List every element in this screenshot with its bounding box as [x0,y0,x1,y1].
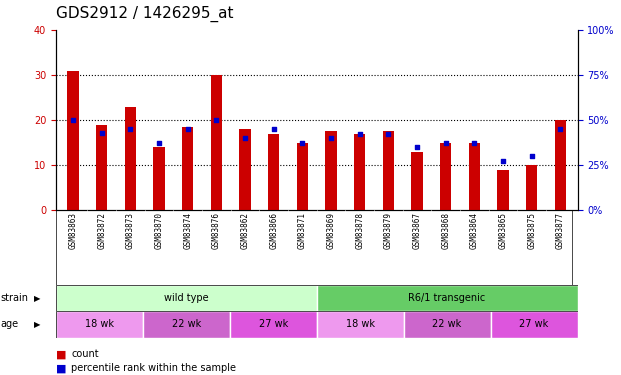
Point [97,130,107,136]
Point [412,144,422,150]
Bar [440,142,451,210]
Text: ▶: ▶ [34,294,40,303]
Point [154,140,164,146]
Bar [404,311,491,338]
Point [297,140,307,146]
Text: 22 wk: 22 wk [432,320,462,329]
Point [240,135,250,141]
Bar [211,75,222,210]
Text: ■: ■ [56,363,66,373]
Bar [469,142,480,210]
Text: count: count [71,350,99,359]
Point [555,126,565,132]
Text: GSM83870: GSM83870 [155,212,163,249]
Bar [297,142,308,210]
Text: percentile rank within the sample: percentile rank within the sample [71,363,237,373]
Text: GSM83868: GSM83868 [441,212,450,249]
Text: GSM83875: GSM83875 [527,212,536,249]
Text: 22 wk: 22 wk [171,320,201,329]
Text: GSM83867: GSM83867 [412,212,422,249]
Bar [491,311,578,338]
Text: 27 wk: 27 wk [519,320,549,329]
Text: GSM83874: GSM83874 [183,212,193,249]
Bar [411,152,423,210]
Point [355,131,365,137]
Bar [497,170,509,210]
Text: GSM83873: GSM83873 [126,212,135,249]
Text: R6/1 transgenic: R6/1 transgenic [409,293,486,303]
Point [68,117,78,123]
Point [383,131,393,137]
Bar [317,285,578,311]
Bar [67,70,79,210]
Point [326,135,336,141]
Bar [182,127,194,210]
Bar [526,165,537,210]
Point [441,140,451,146]
Text: GSM83865: GSM83865 [499,212,507,249]
Point [211,117,221,123]
Text: GSM83869: GSM83869 [327,212,335,249]
Point [527,153,537,159]
Point [183,126,193,132]
Text: GSM83872: GSM83872 [97,212,106,249]
Text: GSM83862: GSM83862 [240,212,250,249]
Point [269,126,279,132]
Bar [317,311,404,338]
Text: age: age [1,320,19,329]
Text: GDS2912 / 1426295_at: GDS2912 / 1426295_at [56,6,233,22]
Bar [56,285,317,311]
Bar [153,147,165,210]
Bar [354,134,365,210]
Bar [555,120,566,210]
Bar [143,311,230,338]
Text: 18 wk: 18 wk [85,320,114,329]
Text: ▶: ▶ [34,320,40,329]
Text: GSM83876: GSM83876 [212,212,221,249]
Bar [239,129,251,210]
Bar [125,106,136,210]
Text: GSM83864: GSM83864 [470,212,479,249]
Text: GSM83866: GSM83866 [270,212,278,249]
Text: strain: strain [1,293,29,303]
Bar [56,311,143,338]
Text: GSM83877: GSM83877 [556,212,565,249]
Bar [383,131,394,210]
Bar [325,131,337,210]
Text: 18 wk: 18 wk [346,320,374,329]
Point [498,158,508,164]
Text: 27 wk: 27 wk [258,320,288,329]
Bar [96,124,107,210]
Text: GSM83871: GSM83871 [298,212,307,249]
Bar [268,134,279,210]
Bar [230,311,317,338]
Point [125,126,135,132]
Text: GSM83878: GSM83878 [355,212,364,249]
Text: wild type: wild type [164,293,209,303]
Text: GSM83879: GSM83879 [384,212,393,249]
Point [469,140,479,146]
Text: ■: ■ [56,350,66,359]
Text: GSM83863: GSM83863 [68,212,78,249]
